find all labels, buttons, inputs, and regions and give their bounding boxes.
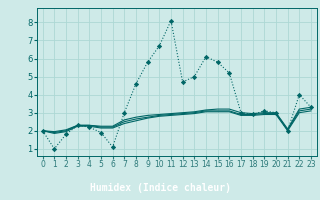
- Text: Humidex (Indice chaleur): Humidex (Indice chaleur): [90, 183, 230, 193]
